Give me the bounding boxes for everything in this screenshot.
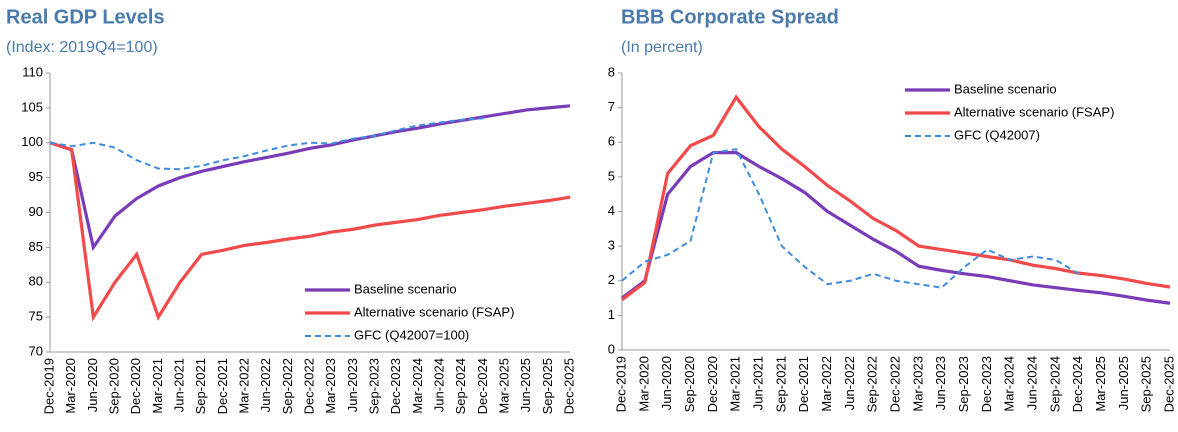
x-tick-label: Dec-2024 — [1070, 356, 1085, 412]
x-tick-label: Dec-2023 — [979, 356, 994, 412]
x-tick-label: Mar-2020 — [636, 356, 651, 412]
y-tick-label: 110 — [22, 64, 43, 79]
y-tick-label: 8 — [608, 64, 615, 79]
x-tick-label: Jun-2023 — [345, 358, 360, 412]
legend-label: Baseline scenario — [354, 281, 457, 296]
x-tick-label: Mar-2025 — [496, 358, 511, 414]
x-tick-label: Mar-2024 — [1002, 356, 1017, 412]
x-tick-label: Dec-2020 — [705, 356, 720, 412]
line-series — [49, 117, 484, 171]
chart: BBB Corporate Spread (In percent) 0 1 2 3 4 5… — [608, 6, 1177, 412]
x-tick-label: Jun-2022 — [258, 358, 273, 412]
x-tick-label: Dec-2023 — [388, 358, 403, 414]
x-tick-label: Sep-2021 — [773, 356, 788, 412]
x-tick-label: Dec-2022 — [887, 356, 902, 412]
x-tick-label: Sep-2024 — [453, 358, 468, 414]
x-tick-label: Dec-2024 — [475, 358, 490, 414]
x-tick-label: Dec-2021 — [215, 358, 230, 414]
legend-label: Baseline scenario — [954, 81, 1057, 96]
x-tick-label: Jun-2021 — [171, 358, 186, 412]
y-tick-label: 5 — [608, 168, 615, 183]
y-tick-label: 90 — [29, 204, 43, 219]
x-tick-label: Mar-2021 — [150, 358, 165, 414]
chart-subtitle: (Index: 2019Q4=100) — [6, 39, 158, 56]
x-tick-label: Sep-2020 — [682, 356, 697, 412]
x-tick-label: Dec-2021 — [796, 356, 811, 412]
y-tick-label: 3 — [608, 238, 615, 253]
x-tick-label: Mar-2022 — [819, 356, 834, 412]
x-tick-label: Sep-2025 — [540, 358, 555, 414]
x-tick-label: Mar-2023 — [323, 358, 338, 414]
line-series — [49, 104, 571, 252]
y-tick-label: 6 — [608, 134, 615, 149]
y-tick-label: 4 — [608, 203, 615, 218]
x-tick-label: Jun-2020 — [659, 356, 674, 410]
y-tick-label: 2 — [608, 272, 615, 287]
chart: Real GDP Levels (Index: 2019Q4=100) 70 75… — [6, 6, 576, 414]
x-tick-label: Mar-2020 — [63, 358, 78, 414]
x-tick-label: Sep-2020 — [106, 358, 121, 414]
legend-label: GFC (Q42007) — [954, 127, 1040, 142]
chart-title: BBB Corporate Spread — [621, 6, 839, 28]
y-tick-label: 7 — [608, 99, 615, 114]
x-tick-label: Jun-2020 — [85, 358, 100, 412]
y-tick-label: 105 — [21, 99, 43, 114]
y-tick-label: 75 — [29, 309, 43, 324]
x-tick-label: Mar-2021 — [728, 356, 743, 412]
y-tick-label: 0 — [608, 341, 615, 356]
x-tick-label: Dec-2020 — [128, 358, 143, 414]
x-tick-label: Mar-2023 — [910, 356, 925, 412]
x-tick-label: Dec-2019 — [41, 358, 56, 414]
x-tick-label: Sep-2025 — [1139, 356, 1154, 412]
chart-subtitle: (In percent) — [621, 39, 703, 56]
x-tick-label: Dec-2019 — [613, 356, 628, 412]
x-tick-label: Jun-2021 — [750, 356, 765, 410]
x-tick-label: Dec-2025 — [1161, 356, 1176, 412]
legend-label: GFC (Q42007=100) — [354, 327, 469, 342]
y-tick-label: 100 — [21, 134, 43, 149]
line-series — [621, 148, 1080, 289]
line-series — [621, 94, 1171, 302]
x-tick-label: Sep-2023 — [366, 358, 381, 414]
x-tick-label: Dec-2025 — [561, 358, 576, 414]
x-tick-label: Jun-2025 — [518, 358, 533, 412]
x-tick-label: Mar-2024 — [410, 358, 425, 414]
x-tick-label: Sep-2023 — [956, 356, 971, 412]
y-tick-label: 80 — [29, 274, 43, 289]
x-tick-label: Sep-2022 — [865, 356, 880, 412]
legend-label: Alternative scenario (FSAP) — [354, 304, 514, 319]
legend-label: Alternative scenario (FSAP) — [954, 104, 1114, 119]
y-tick-label: 1 — [608, 307, 615, 322]
x-tick-label: Jun-2024 — [431, 358, 446, 412]
y-tick-label: 70 — [29, 343, 43, 358]
x-tick-label: Jun-2022 — [842, 356, 857, 410]
x-tick-label: Sep-2022 — [280, 358, 295, 414]
x-tick-label: Jun-2023 — [933, 356, 948, 410]
y-tick-label: 85 — [29, 239, 43, 254]
x-tick-label: Jun-2025 — [1116, 356, 1131, 410]
x-tick-label: Sep-2024 — [1047, 356, 1062, 412]
x-tick-label: Sep-2021 — [193, 358, 208, 414]
x-tick-label: Mar-2025 — [1093, 356, 1108, 412]
x-tick-label: Dec-2022 — [301, 358, 316, 414]
x-tick-label: Jun-2024 — [1024, 356, 1039, 410]
chart-title: Real GDP Levels — [6, 6, 165, 28]
y-tick-label: 95 — [29, 169, 43, 184]
x-tick-label: Mar-2022 — [236, 358, 251, 414]
line-series — [49, 141, 571, 322]
